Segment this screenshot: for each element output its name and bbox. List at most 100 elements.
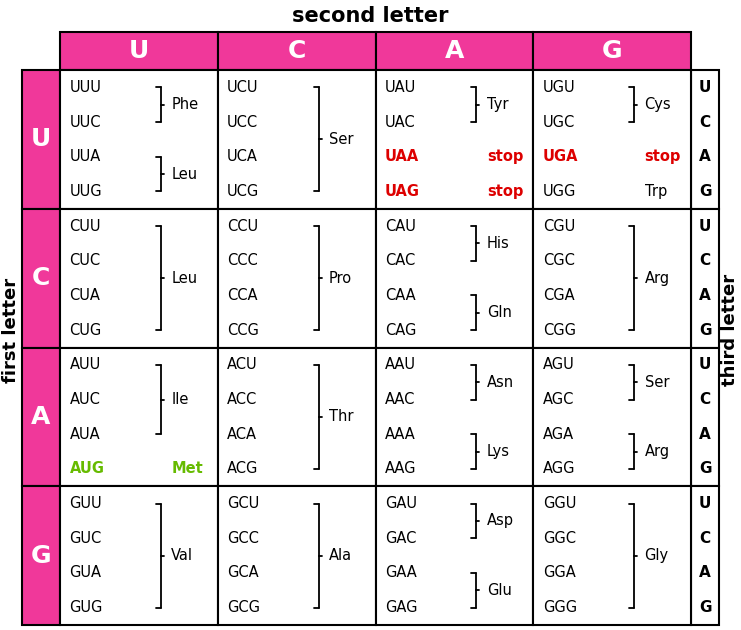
- Bar: [60, 209, 218, 348]
- Text: UCC: UCC: [227, 115, 259, 130]
- Bar: [60, 70, 218, 209]
- Text: GAG: GAG: [385, 600, 417, 615]
- Text: Lys: Lys: [487, 444, 510, 459]
- Text: Thr: Thr: [329, 410, 353, 425]
- Text: AUC: AUC: [70, 392, 100, 407]
- Text: Val: Val: [171, 548, 193, 563]
- Bar: [376, 70, 534, 209]
- Text: C: C: [700, 531, 711, 546]
- Text: CCA: CCA: [227, 288, 258, 303]
- Text: AUG: AUG: [70, 461, 104, 476]
- Text: UCU: UCU: [227, 80, 259, 95]
- Text: UAU: UAU: [385, 80, 416, 95]
- Bar: [60, 486, 218, 625]
- Text: G: G: [699, 323, 711, 338]
- Text: second letter: second letter: [292, 6, 449, 26]
- Text: A: A: [699, 427, 711, 442]
- Bar: [534, 486, 691, 625]
- Bar: [22, 486, 60, 625]
- Bar: [534, 348, 691, 486]
- Text: CUA: CUA: [70, 288, 100, 303]
- Text: GAU: GAU: [385, 496, 417, 511]
- Text: U: U: [699, 80, 711, 95]
- Text: CCG: CCG: [227, 323, 259, 338]
- Text: GAC: GAC: [385, 531, 416, 546]
- Text: GCU: GCU: [227, 496, 259, 511]
- Text: AGU: AGU: [542, 357, 574, 372]
- Text: Pro: Pro: [329, 271, 352, 285]
- Text: CAC: CAC: [385, 253, 415, 268]
- Text: C: C: [700, 392, 711, 407]
- Text: GGC: GGC: [542, 531, 576, 546]
- Bar: [691, 348, 719, 486]
- Text: UUU: UUU: [70, 80, 102, 95]
- Bar: [218, 32, 376, 70]
- Text: A: A: [445, 39, 464, 63]
- Text: UUA: UUA: [70, 149, 101, 164]
- Text: Ile: Ile: [171, 392, 189, 407]
- Bar: [534, 209, 691, 348]
- Text: AAC: AAC: [385, 392, 416, 407]
- Text: U: U: [699, 219, 711, 234]
- Text: CGU: CGU: [542, 219, 575, 234]
- Text: CUG: CUG: [70, 323, 102, 338]
- Text: CUC: CUC: [70, 253, 101, 268]
- Text: UUC: UUC: [70, 115, 101, 130]
- Text: GUA: GUA: [70, 566, 102, 580]
- Text: Tyr: Tyr: [487, 97, 508, 112]
- Text: C: C: [32, 266, 50, 290]
- Text: His: His: [487, 236, 510, 251]
- Text: Asp: Asp: [487, 513, 514, 529]
- Bar: [376, 32, 534, 70]
- Bar: [218, 486, 376, 625]
- Text: AGG: AGG: [542, 461, 575, 476]
- Text: CGG: CGG: [542, 323, 576, 338]
- Text: U: U: [699, 496, 711, 511]
- Text: ACU: ACU: [227, 357, 258, 372]
- Text: A: A: [699, 149, 711, 164]
- Text: third letter: third letter: [721, 274, 739, 386]
- Text: C: C: [700, 253, 711, 268]
- Text: AUA: AUA: [70, 427, 100, 442]
- Text: GUG: GUG: [70, 600, 103, 615]
- Text: UAA: UAA: [385, 149, 419, 164]
- Text: UAG: UAG: [385, 184, 420, 199]
- Text: C: C: [288, 39, 306, 63]
- Bar: [376, 486, 534, 625]
- Text: A: A: [699, 288, 711, 303]
- Text: first letter: first letter: [2, 277, 20, 382]
- Text: GGA: GGA: [542, 566, 576, 580]
- Text: Arg: Arg: [645, 444, 670, 459]
- Text: Trp: Trp: [645, 184, 667, 199]
- Text: Asn: Asn: [487, 375, 514, 390]
- Text: AGC: AGC: [542, 392, 574, 407]
- Text: G: G: [602, 39, 622, 63]
- Text: ACC: ACC: [227, 392, 257, 407]
- Text: Ala: Ala: [329, 548, 352, 563]
- Text: ACG: ACG: [227, 461, 259, 476]
- Text: stop: stop: [487, 149, 523, 164]
- Text: G: G: [30, 544, 51, 568]
- Bar: [218, 70, 376, 209]
- Bar: [691, 486, 719, 625]
- Text: UGG: UGG: [542, 184, 576, 199]
- Bar: [218, 348, 376, 486]
- Text: U: U: [129, 39, 149, 63]
- Text: G: G: [699, 600, 711, 615]
- Bar: [60, 348, 218, 486]
- Text: G: G: [699, 461, 711, 476]
- Text: GAA: GAA: [385, 566, 416, 580]
- Text: Phe: Phe: [171, 97, 199, 112]
- Bar: [22, 348, 60, 486]
- Text: stop: stop: [645, 149, 681, 164]
- Text: CCU: CCU: [227, 219, 259, 234]
- Text: stop: stop: [487, 184, 523, 199]
- Text: GCC: GCC: [227, 531, 259, 546]
- Bar: [218, 209, 376, 348]
- Text: CGA: CGA: [542, 288, 574, 303]
- Text: G: G: [699, 184, 711, 199]
- Bar: [376, 348, 534, 486]
- Text: AUU: AUU: [70, 357, 101, 372]
- Text: CAA: CAA: [385, 288, 416, 303]
- Text: CAG: CAG: [385, 323, 416, 338]
